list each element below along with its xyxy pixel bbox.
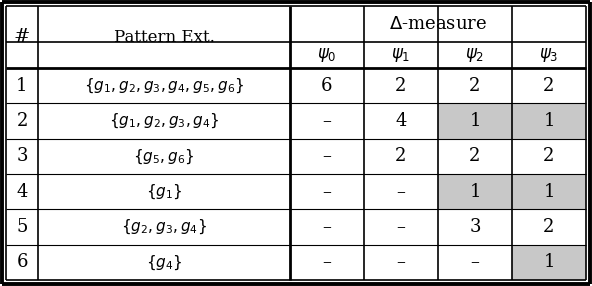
Text: 5: 5 [17, 218, 28, 236]
Text: $\{g_1,g_2,g_3,g_4\}$: $\{g_1,g_2,g_3,g_4\}$ [109, 112, 219, 130]
Text: 2: 2 [543, 218, 555, 236]
Text: 1: 1 [469, 183, 481, 201]
Text: $\Delta$-measure: $\Delta$-measure [389, 15, 487, 33]
Text: –: – [397, 253, 406, 271]
Text: $\{g_1\}$: $\{g_1\}$ [146, 182, 182, 201]
Text: $\psi_3$: $\psi_3$ [539, 46, 559, 64]
Bar [438, 174, 586, 209]
Text: $\{g_4\}$: $\{g_4\}$ [146, 253, 182, 271]
Text: 1: 1 [543, 253, 555, 271]
Bar [438, 103, 586, 139]
Text: –: – [323, 112, 332, 130]
Text: 3: 3 [469, 218, 481, 236]
Text: –: – [397, 218, 406, 236]
Text: 2: 2 [395, 147, 407, 165]
Text: $\{g_5,g_6\}$: $\{g_5,g_6\}$ [133, 147, 195, 166]
Bar [512, 245, 586, 280]
Text: 2: 2 [543, 147, 555, 165]
Text: Pattern Ext.: Pattern Ext. [114, 29, 214, 45]
Text: 1: 1 [543, 112, 555, 130]
Text: 4: 4 [17, 183, 28, 201]
Text: 6: 6 [321, 77, 333, 95]
Text: $\psi_0$: $\psi_0$ [317, 46, 337, 64]
Text: 1: 1 [16, 77, 28, 95]
Text: 6: 6 [16, 253, 28, 271]
Text: $\{g_2,g_3,g_4\}$: $\{g_2,g_3,g_4\}$ [121, 218, 207, 236]
Text: $\psi_2$: $\psi_2$ [465, 46, 485, 64]
Text: –: – [323, 218, 332, 236]
Text: –: – [323, 147, 332, 165]
Text: #: # [14, 28, 30, 46]
Text: –: – [471, 253, 480, 271]
Text: –: – [397, 183, 406, 201]
Text: 2: 2 [395, 77, 407, 95]
Text: 1: 1 [543, 183, 555, 201]
Text: 1: 1 [469, 112, 481, 130]
Text: 2: 2 [543, 77, 555, 95]
Text: 2: 2 [469, 77, 481, 95]
Text: –: – [323, 183, 332, 201]
Text: –: – [323, 253, 332, 271]
Text: $\psi_1$: $\psi_1$ [391, 46, 411, 64]
Text: 3: 3 [16, 147, 28, 165]
Text: 2: 2 [17, 112, 28, 130]
Text: 4: 4 [395, 112, 407, 130]
Text: $\{g_1,g_2,g_3,g_4,g_5,g_6\}$: $\{g_1,g_2,g_3,g_4,g_5,g_6\}$ [84, 76, 244, 95]
Text: 2: 2 [469, 147, 481, 165]
